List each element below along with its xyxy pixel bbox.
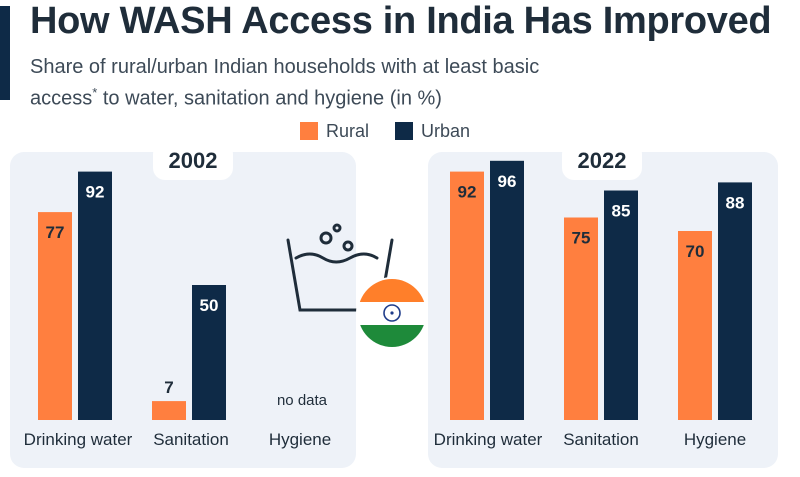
title-accent-bar bbox=[0, 6, 10, 100]
data-label-2002-drinking-water-rural: 77 bbox=[46, 223, 65, 242]
bar-2002-sanitation-rural bbox=[152, 401, 186, 420]
data-label-2002-sanitation-urban: 50 bbox=[200, 296, 219, 315]
subtitle-line1: Share of rural/urban Indian households w… bbox=[30, 56, 540, 78]
data-label-2002-sanitation-rural: 7 bbox=[164, 378, 173, 397]
legend-swatch-rural bbox=[300, 122, 318, 140]
subtitle-line2-post: to water, sanitation and hygiene (in %) bbox=[97, 87, 442, 110]
category-label-2002-hygiene: Hygiene bbox=[268, 430, 332, 449]
bar-2022-drinking-water-urban bbox=[490, 160, 524, 421]
category-label-2022-sanitation: Sanitation bbox=[563, 430, 639, 449]
water-bowl-icon bbox=[286, 223, 394, 312]
legend-label-rural: Rural bbox=[326, 120, 370, 141]
legend-swatch-urban bbox=[395, 122, 414, 140]
panel-title-2002: 2002 bbox=[153, 142, 233, 180]
bar-2022-hygiene-rural bbox=[678, 231, 712, 420]
data-label-2022-drinking-water-rural: 92 bbox=[458, 183, 477, 202]
bar-2022-drinking-water-rural bbox=[450, 171, 484, 420]
data-label-2022-sanitation-urban: 85 bbox=[612, 202, 631, 221]
data-label-2022-sanitation-rural: 75 bbox=[572, 229, 591, 248]
category-label-2002-drinking-water: Drinking water bbox=[23, 430, 133, 449]
data-label-2022-drinking-water-urban: 96 bbox=[498, 172, 517, 191]
data-label-2022-hygiene-rural: 70 bbox=[686, 242, 705, 261]
panel-title-2022: 2022 bbox=[562, 142, 642, 180]
category-label-2022-hygiene: Hygiene bbox=[683, 430, 747, 449]
legend-label-urban: Urban bbox=[421, 120, 471, 141]
bar-2002-drinking-water-rural bbox=[38, 212, 72, 420]
bar-2022-sanitation-rural bbox=[564, 217, 598, 420]
bar-2022-hygiene-urban bbox=[718, 182, 752, 420]
bar-2002-sanitation-urban bbox=[192, 285, 226, 420]
subtitle-line2-pre: access bbox=[30, 87, 93, 110]
bar-2002-drinking-water-urban bbox=[78, 171, 112, 420]
data-label-2002-drinking-water-urban: 92 bbox=[86, 183, 105, 202]
subtitle-footnote-mark: * bbox=[92, 85, 98, 100]
bar-2022-sanitation-urban bbox=[604, 190, 638, 420]
chart-subtitle: Share of rural/urban Indian households w… bbox=[30, 54, 730, 112]
no-data-note-hygiene-2002: no data bbox=[276, 392, 328, 409]
legend-item-rural: Rural bbox=[300, 121, 369, 142]
india-flag-icon bbox=[356, 277, 428, 349]
data-label-2022-hygiene-urban: 88 bbox=[726, 193, 745, 212]
legend: Rural Urban bbox=[300, 120, 496, 142]
category-label-2022-drinking-water: Drinking water bbox=[433, 430, 543, 449]
chart-title: How WASH Access in India Has Improved bbox=[30, 0, 772, 42]
legend-item-urban: Urban bbox=[395, 121, 470, 142]
category-label-2002-sanitation: Sanitation bbox=[153, 430, 229, 449]
